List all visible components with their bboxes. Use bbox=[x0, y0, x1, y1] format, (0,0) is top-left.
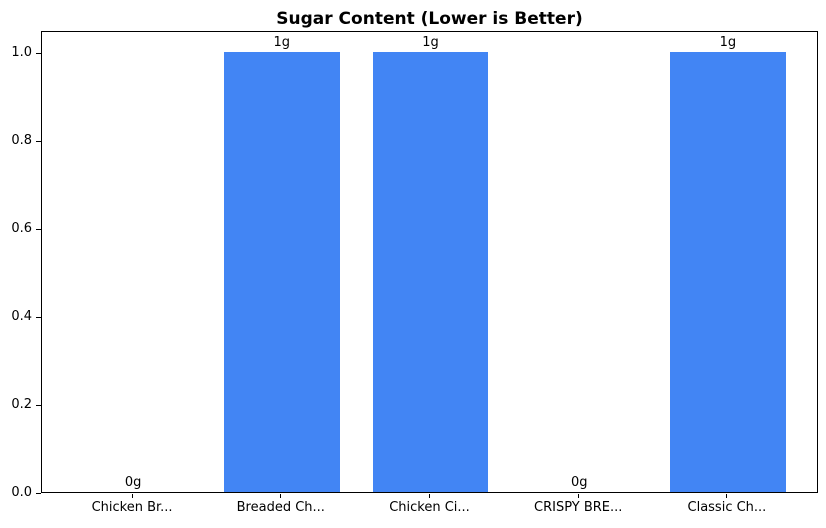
x-axis-tick bbox=[726, 494, 728, 498]
bar-value-label: 0g bbox=[124, 475, 142, 490]
plot-area: 0g 1g 1g 0g 1g bbox=[41, 31, 818, 493]
y-tick-label: 0.8 bbox=[11, 133, 32, 148]
bar bbox=[669, 52, 786, 492]
x-axis-tick bbox=[280, 494, 282, 498]
bar-value-label: 1g bbox=[273, 35, 291, 50]
x-axis-tick bbox=[429, 494, 430, 498]
x-tick-label: Classic Ch... bbox=[687, 500, 767, 515]
x-axis-tick bbox=[131, 494, 133, 498]
bar bbox=[372, 52, 489, 492]
y-axis-tick bbox=[36, 140, 41, 142]
y-tick-label: 1.0 bbox=[11, 45, 32, 60]
x-tick-label: Chicken Br... bbox=[91, 500, 173, 515]
x-axis-tick bbox=[577, 494, 579, 498]
x-tick-label: Breaded Ch... bbox=[236, 500, 325, 515]
y-tick-label: 0.0 bbox=[11, 485, 32, 500]
y-axis-tick bbox=[36, 316, 41, 318]
y-tick-label: 0.2 bbox=[11, 397, 32, 412]
x-tick-label: Chicken Ci... bbox=[389, 500, 470, 515]
bar-value-label: 1g bbox=[422, 35, 439, 50]
y-axis-tick bbox=[36, 404, 41, 406]
x-tick-label: CRISPY BRE... bbox=[534, 500, 623, 515]
chart-title: Sugar Content (Lower is Better) bbox=[276, 9, 583, 29]
bar-value-label: 0g bbox=[570, 475, 588, 490]
y-tick-label: 0.6 bbox=[11, 221, 32, 236]
y-tick-label: 0.4 bbox=[11, 309, 32, 324]
bar-value-label: 1g bbox=[719, 35, 737, 50]
bar bbox=[223, 52, 340, 492]
y-axis-tick bbox=[36, 52, 41, 54]
y-axis-tick bbox=[36, 492, 41, 494]
y-axis-tick bbox=[36, 228, 41, 230]
